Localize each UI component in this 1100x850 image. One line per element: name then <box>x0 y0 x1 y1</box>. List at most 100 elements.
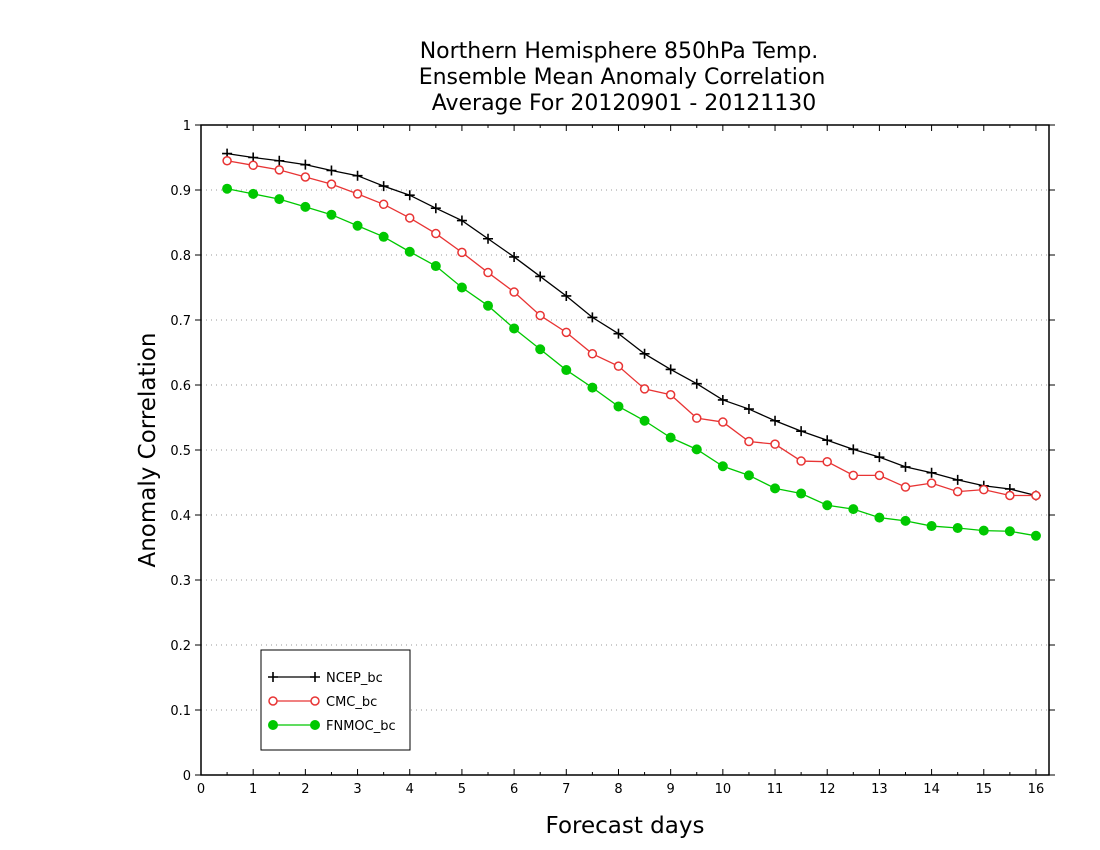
data-point <box>926 521 937 532</box>
data-point <box>326 179 337 189</box>
data-point <box>874 452 885 463</box>
series-FNMOC_bc <box>222 183 1041 541</box>
data-point <box>378 231 389 242</box>
data-point <box>509 323 520 334</box>
data-point <box>300 201 311 212</box>
data-point <box>691 378 702 389</box>
legend-marker <box>310 696 320 706</box>
data-point <box>404 190 415 201</box>
x-tick-label: 10 <box>715 782 732 797</box>
legend-marker <box>310 672 320 682</box>
data-point <box>743 404 754 415</box>
y-tick-label: 0.2 <box>170 639 191 654</box>
data-point <box>1005 490 1015 501</box>
legend-item: NCEP_bc <box>268 671 383 686</box>
data-point <box>561 365 572 376</box>
legend-marker <box>268 672 278 682</box>
legend-item: FNMOC_bc <box>268 719 396 734</box>
data-point <box>770 415 781 426</box>
y-tick-label: 1 <box>183 119 191 134</box>
data-point <box>378 181 389 192</box>
title-line-1: Northern Hemisphere 850hPa Temp. <box>420 39 819 64</box>
data-point <box>248 188 259 199</box>
data-point <box>822 435 833 446</box>
data-point <box>613 401 624 412</box>
data-point <box>900 515 911 526</box>
data-point <box>326 209 337 220</box>
y-tick-label: 0 <box>183 769 191 784</box>
data-point <box>222 156 232 166</box>
data-point <box>587 349 598 359</box>
data-point <box>509 287 519 297</box>
data-point <box>222 183 233 194</box>
series-CMC_bc <box>222 156 1041 501</box>
data-point <box>665 432 676 443</box>
data-point <box>874 512 885 523</box>
data-point <box>744 436 754 447</box>
x-tick-label: 5 <box>458 782 466 797</box>
x-tick-label: 12 <box>819 782 836 797</box>
data-point <box>692 413 702 423</box>
data-point <box>926 467 937 478</box>
data-point <box>822 456 832 467</box>
data-point <box>952 486 963 497</box>
data-point <box>431 228 441 239</box>
data-point <box>430 261 441 272</box>
data-point <box>404 246 415 257</box>
data-point <box>665 364 676 375</box>
y-tick-label: 0.3 <box>170 574 191 589</box>
x-axis-ticks: 0 1 2 3 4 5 6 7 8 9 10 11 12 13 14 15 16 <box>197 125 1044 797</box>
data-point <box>483 267 493 278</box>
data-point <box>535 310 545 321</box>
data-point <box>300 172 311 182</box>
chart-title: Northern Hemisphere 850hPa Temp. Ensembl… <box>419 39 826 116</box>
x-tick-label: 1 <box>249 782 257 797</box>
data-point <box>613 361 624 371</box>
series-NCEP_bc <box>222 148 1041 501</box>
legend-marker <box>268 696 278 706</box>
data-point <box>770 439 780 449</box>
data-point <box>535 271 546 282</box>
data-point <box>274 165 285 175</box>
data-point <box>718 417 728 427</box>
legend-marker <box>310 720 320 730</box>
y-tick-label: 0.4 <box>170 509 191 524</box>
legend-box <box>260 649 411 751</box>
gridlines <box>201 189 1049 711</box>
x-tick-label: 11 <box>767 782 784 797</box>
legend-item: CMC_bc <box>268 695 377 710</box>
data-point <box>430 203 441 214</box>
y-tick-label: 0.5 <box>170 444 191 459</box>
series-line <box>226 188 1037 537</box>
data-point <box>796 456 806 466</box>
data-point <box>926 478 937 488</box>
data-point <box>900 461 911 472</box>
data-point <box>743 470 754 481</box>
legend-label: NCEP_bc <box>326 671 383 686</box>
x-tick-label: 8 <box>614 782 622 797</box>
data-point <box>952 474 963 485</box>
data-point <box>979 484 989 495</box>
data-point <box>456 215 467 226</box>
y-tick-label: 0.9 <box>170 184 191 199</box>
x-tick-label: 3 <box>353 782 361 797</box>
legend-label: FNMOC_bc <box>326 719 396 734</box>
x-tick-label: 15 <box>975 782 992 797</box>
x-tick-label: 6 <box>510 782 518 797</box>
data-point <box>1031 490 1041 501</box>
series-line <box>226 160 1036 497</box>
data-series <box>222 148 1041 541</box>
data-point <box>457 247 467 258</box>
series-line <box>226 152 1037 497</box>
data-point <box>848 504 859 515</box>
x-tick-label: 2 <box>301 782 309 797</box>
data-point <box>848 470 859 481</box>
data-point <box>1030 530 1041 541</box>
data-point <box>509 251 520 262</box>
data-point <box>952 523 963 533</box>
data-point <box>848 444 859 455</box>
title-line-3: Average For 20120901 - 20121130 <box>432 91 817 116</box>
x-tick-label: 16 <box>1028 782 1045 797</box>
data-point <box>300 159 311 170</box>
